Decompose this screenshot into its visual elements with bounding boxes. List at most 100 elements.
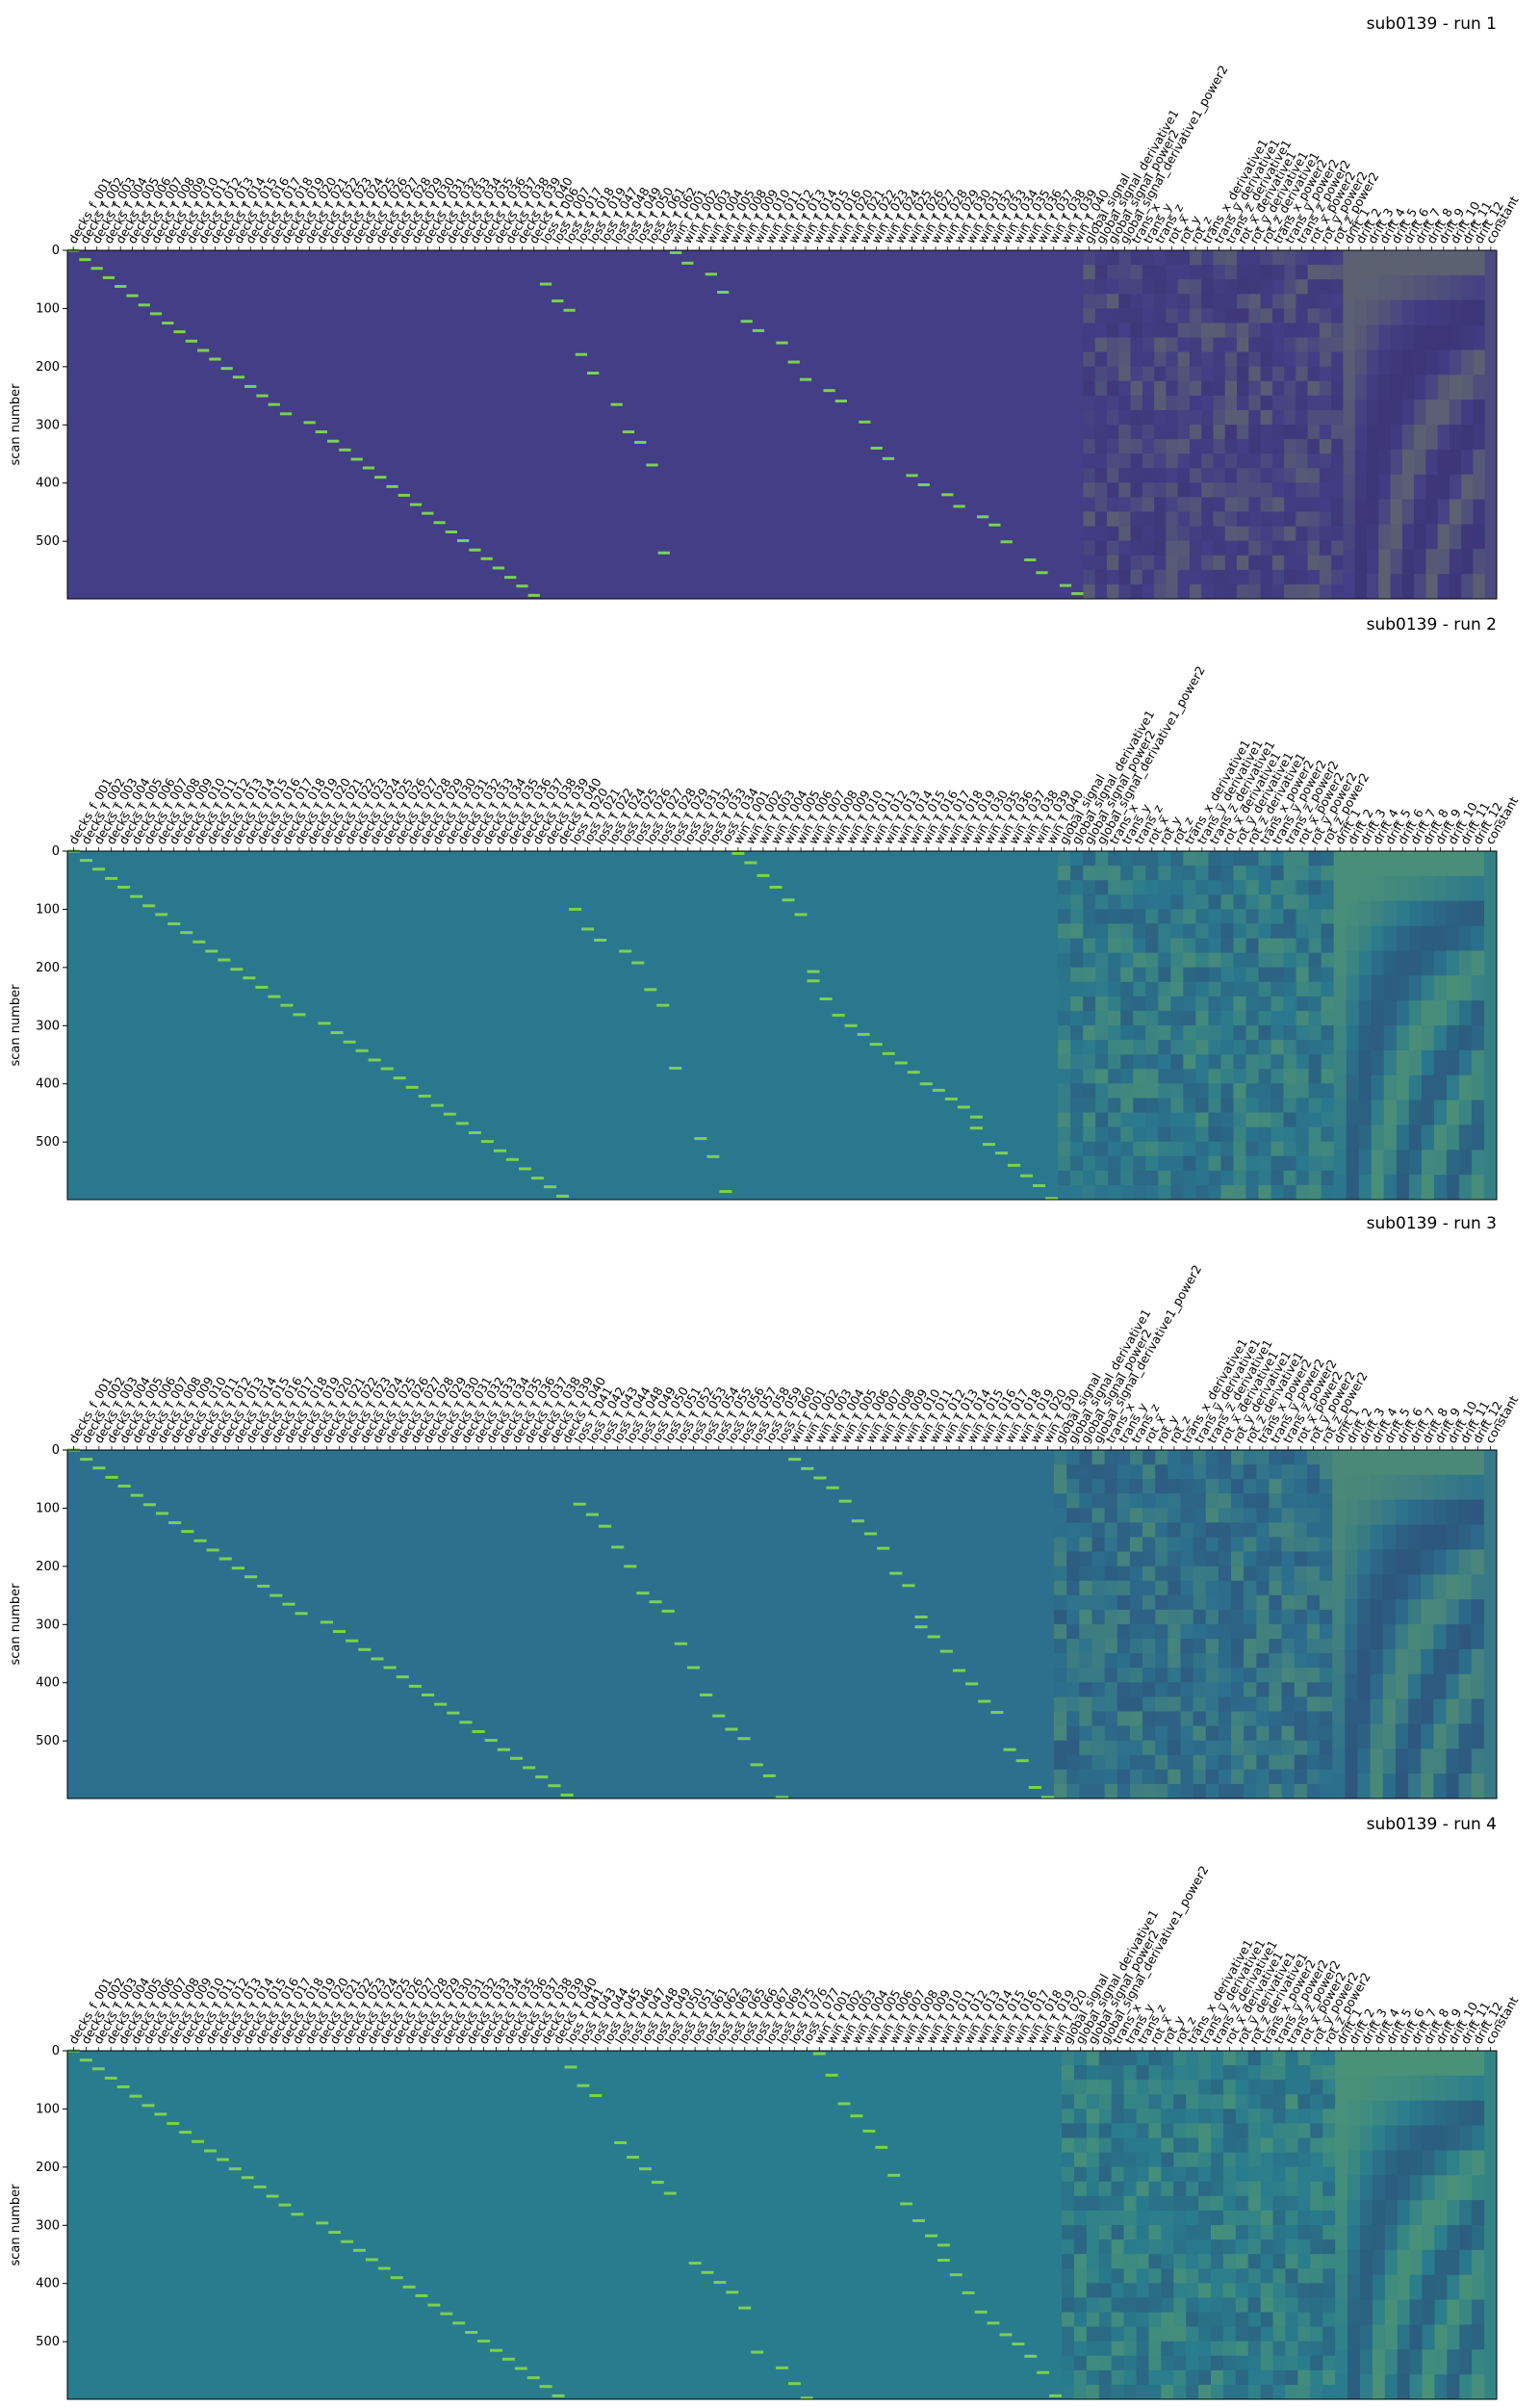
regressor-segment [1070, 851, 1084, 867]
regressor-segment [1177, 265, 1191, 280]
regressor-segment [1155, 1464, 1168, 1480]
regressor-segment [1148, 2152, 1162, 2168]
regressor-segment [1335, 2299, 1348, 2325]
regressor-segment [1091, 1769, 1106, 1785]
regressor-segment [1193, 1783, 1207, 1799]
regressor-segment [1111, 2384, 1125, 2400]
regressor-segment [1161, 2080, 1174, 2095]
regressor-segment [1384, 2075, 1399, 2102]
regressor-segment [1484, 2123, 1498, 2138]
win-event-marker [875, 2145, 888, 2149]
regressor-segment [1247, 2152, 1262, 2168]
regressor-segment [1145, 1098, 1159, 1113]
regressor-segment [1189, 511, 1202, 528]
regressor-segment [1421, 950, 1435, 976]
regressor-segment [1145, 938, 1159, 954]
regressor-segment [1098, 2268, 1113, 2284]
regressor-segment [1180, 1668, 1194, 1683]
regressor-segment [1208, 1025, 1221, 1041]
regressor-segment [1297, 2283, 1311, 2298]
decks-event-marker [556, 1194, 570, 1198]
regressor-segment [1310, 2051, 1323, 2066]
regressor-segment [1231, 1594, 1245, 1611]
regressor-segment [1348, 2100, 1361, 2127]
regressor-segment [1320, 1624, 1333, 1640]
regressor-segment [1473, 549, 1486, 575]
regressor-segment [1129, 1479, 1143, 1494]
regressor-segment [1461, 549, 1474, 575]
regressor-segment [1319, 323, 1332, 338]
win-event-marker [823, 389, 835, 393]
decks-event-marker [396, 1675, 409, 1679]
regressor-segment [1348, 2374, 1361, 2400]
regressor-segment [1142, 250, 1155, 266]
regressor-segment [1098, 2137, 1113, 2154]
regressor-segment [1422, 2150, 1435, 2176]
regressor-segment [1383, 950, 1398, 976]
regressor-column [1348, 2051, 1361, 2400]
regressor-segment [1343, 375, 1356, 401]
regressor-segment [1108, 1025, 1121, 1041]
regressor-segment [1201, 409, 1214, 426]
decks-event-marker [405, 1085, 419, 1089]
regressor-segment [1062, 2051, 1075, 2066]
regressor-segment [1395, 1549, 1409, 1575]
regressor-segment [1148, 2369, 1162, 2386]
regressor-segment [1120, 1098, 1134, 1113]
regressor-segment [1332, 1648, 1346, 1675]
regressor-segment [1378, 349, 1392, 375]
regressor-segment [1066, 1653, 1080, 1669]
decks-event-marker [116, 2084, 130, 2088]
regressor-segment [1433, 1474, 1447, 1501]
regressor-segment [1083, 497, 1096, 512]
regressor-segment [1297, 2326, 1311, 2342]
regressor-segment [1260, 2239, 1274, 2255]
regressor-segment [1446, 1524, 1460, 1550]
regressor-segment [1359, 2150, 1373, 2176]
regressor-segment [1449, 499, 1462, 525]
regressor-segment [1166, 323, 1179, 338]
regressor-segment [1458, 1074, 1473, 1101]
regressor-segment [1130, 439, 1143, 454]
win-event-marker [889, 1571, 903, 1575]
regressor-segment [1136, 2109, 1149, 2124]
regressor-segment [1321, 1069, 1335, 1084]
regressor-segment [1116, 1450, 1131, 1465]
regressor-segment [1237, 323, 1249, 338]
regressor-segment [1319, 351, 1332, 368]
regressor-segment [1213, 497, 1226, 512]
regressor-segment [1145, 1155, 1159, 1172]
regressor-segment [1086, 2341, 1100, 2357]
decks-event-marker [343, 1040, 356, 1044]
regressor-segment [1058, 851, 1071, 867]
regressor-segment [1483, 1098, 1498, 1113]
regressor-segment [1322, 2152, 1336, 2168]
regressor-segment [1158, 938, 1171, 954]
regressor-segment [1483, 1537, 1498, 1553]
regressor-segment [1433, 1025, 1448, 1051]
regressor-segment [1120, 996, 1134, 1012]
regressor-segment [1433, 1549, 1447, 1575]
regressor-segment [1297, 2239, 1311, 2255]
regressor-segment [1357, 1574, 1372, 1600]
regressor-segment [1083, 540, 1096, 556]
regressor-segment [1183, 938, 1196, 954]
regressor-segment [1235, 2384, 1249, 2400]
regressor-segment [1447, 2100, 1460, 2127]
regressor-segment [1173, 2254, 1187, 2269]
regressor-segment [1158, 1126, 1171, 1143]
regressor-segment [1409, 2225, 1424, 2251]
regressor-segment [1145, 894, 1159, 910]
regressor-segment [1083, 279, 1096, 295]
regressor-segment [1222, 2137, 1237, 2154]
regressor-segment [1155, 1639, 1168, 1654]
regressor-segment [1483, 1682, 1498, 1697]
regressor-segment [1260, 439, 1273, 454]
regressor-segment [1235, 2152, 1249, 2168]
regressor-segment [1483, 1126, 1498, 1143]
regressor-segment [1244, 1594, 1257, 1611]
regressor-segment [1284, 308, 1296, 324]
regressor-column [1107, 250, 1119, 600]
regressor-segment [1471, 1175, 1485, 1201]
regressor-segment [1123, 2268, 1138, 2284]
